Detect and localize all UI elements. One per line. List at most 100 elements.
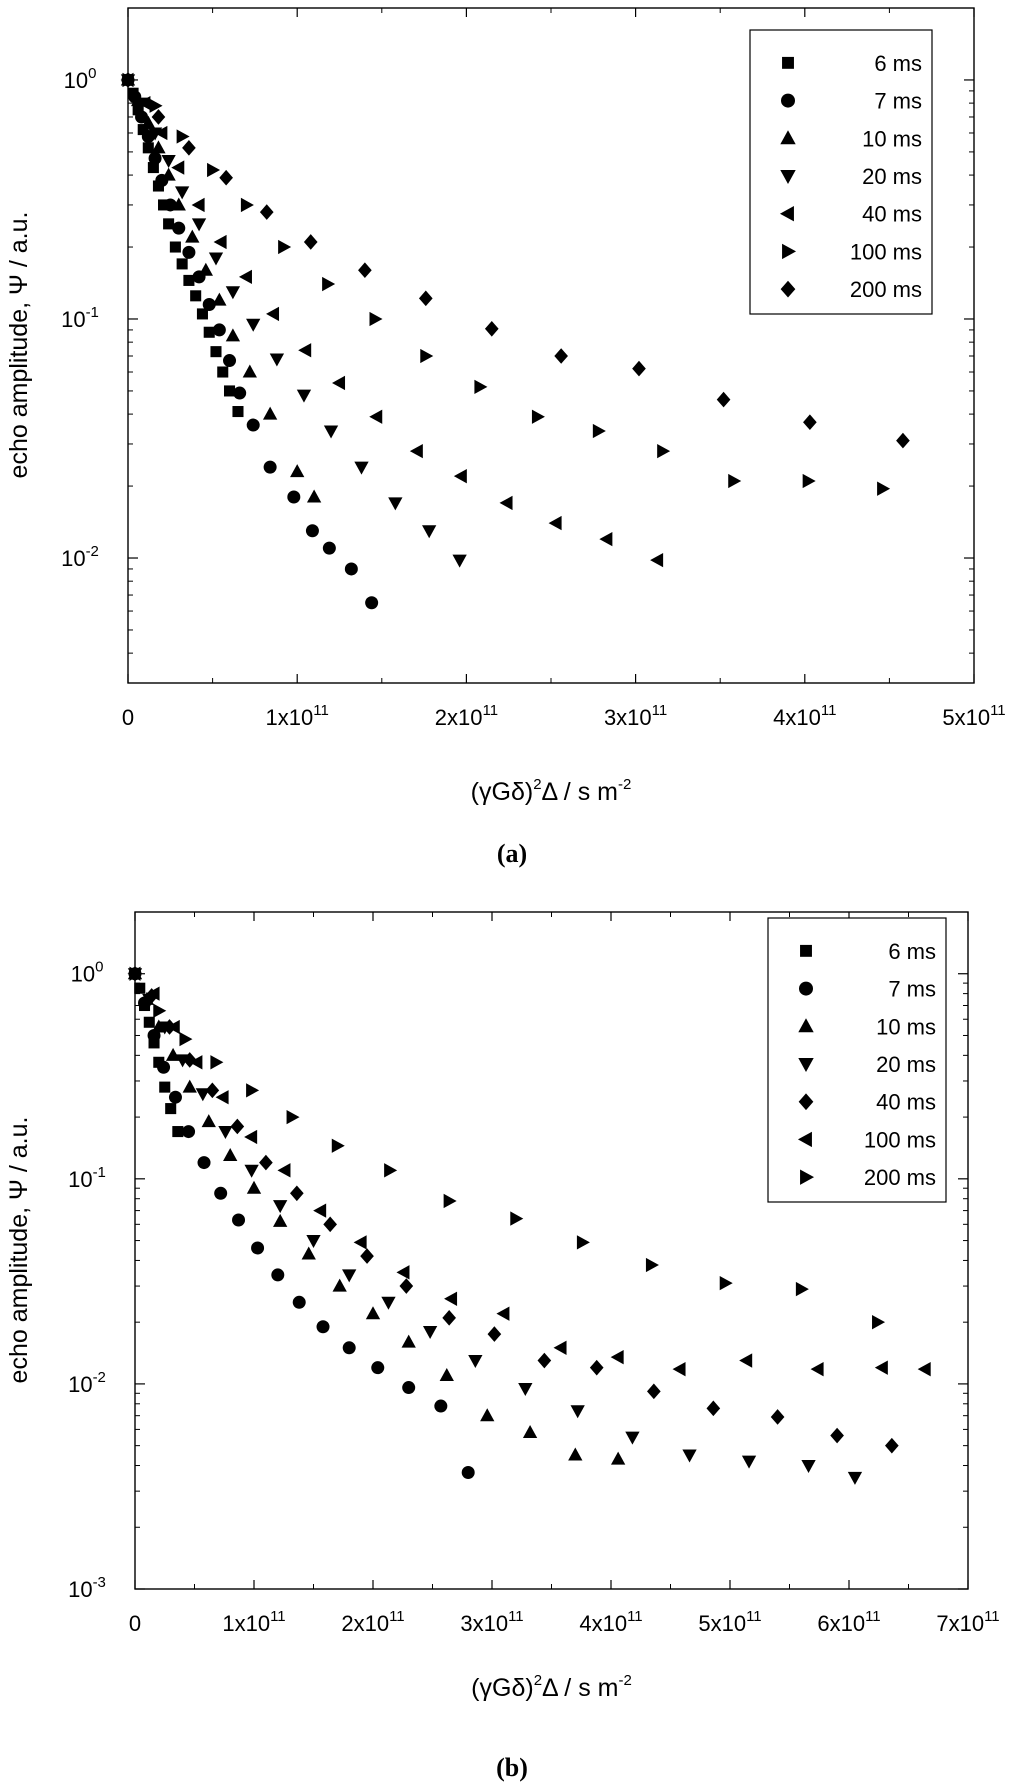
legend-label: 6 ms (888, 939, 936, 964)
data-point (650, 552, 664, 568)
data-point (225, 286, 241, 300)
data-point (161, 167, 176, 181)
data-point (518, 1382, 533, 1396)
data-point (263, 460, 277, 474)
data-point (154, 125, 168, 141)
data-point (496, 1306, 510, 1321)
data-point (388, 497, 403, 511)
data-point (625, 1431, 640, 1445)
data-point (223, 385, 236, 397)
data-point (365, 1306, 381, 1320)
legend-label: 200 ms (864, 1165, 936, 1190)
data-point (165, 1047, 181, 1061)
data-point (137, 95, 151, 111)
data-point (537, 1352, 552, 1369)
data-point (322, 276, 336, 292)
legend-marker (800, 1169, 815, 1185)
data-point (171, 197, 186, 211)
data-point (770, 1409, 785, 1425)
data-point (240, 197, 254, 213)
data-point (179, 1031, 193, 1047)
legend-marker (782, 243, 797, 260)
data-point (874, 1360, 888, 1375)
data-point (134, 982, 146, 994)
data-point (174, 186, 190, 200)
legend-marker (780, 280, 796, 298)
data-point (313, 1203, 327, 1218)
data-point (434, 1399, 448, 1413)
data-point (233, 386, 247, 400)
data-point (354, 461, 369, 475)
data-point (176, 129, 190, 144)
data-point (645, 1257, 659, 1273)
data-point (246, 318, 261, 332)
data-point (568, 1447, 583, 1461)
data-point (592, 423, 606, 439)
data-point (244, 1129, 258, 1145)
data-point (739, 1353, 753, 1368)
data-point (207, 162, 221, 178)
legend-marker (798, 1093, 814, 1111)
panel-label: (a) (497, 839, 527, 868)
data-point (576, 1235, 590, 1250)
data-point (801, 1460, 816, 1473)
legend-label: 7 ms (874, 89, 922, 114)
legend-label: 100 ms (850, 239, 922, 264)
data-point (219, 169, 233, 186)
data-point (218, 1126, 233, 1140)
data-point (570, 1405, 585, 1419)
y-tick-label: 10-1 (61, 304, 99, 332)
series-200-ms (129, 966, 886, 1330)
data-point (803, 414, 817, 430)
data-point (632, 360, 646, 377)
data-point (262, 406, 278, 420)
data-point (242, 364, 257, 378)
data-point (266, 306, 280, 322)
y-axis-label: echo amplitude, Ψ / a.u. (5, 212, 33, 479)
data-point (369, 311, 383, 327)
data-point (210, 1055, 224, 1070)
legend-box (749, 29, 933, 315)
data-point (157, 1060, 171, 1074)
data-point (296, 389, 312, 403)
data-point (287, 490, 301, 504)
data-point (292, 1295, 306, 1309)
y-axis-label: echo amplitude, Ψ / a.u. (5, 1117, 33, 1384)
data-point (830, 1427, 844, 1444)
data-point (152, 180, 164, 192)
data-point (306, 489, 322, 503)
data-point (402, 1381, 416, 1395)
data-point (409, 443, 423, 459)
data-point (121, 72, 135, 88)
data-point (510, 1211, 524, 1226)
data-point (795, 1281, 809, 1297)
x-tick-label: 4x1011 (579, 1608, 642, 1636)
data-point (172, 1126, 184, 1138)
data-point (195, 1088, 210, 1102)
data-point (172, 221, 186, 235)
y-tick-label: 100 (71, 959, 104, 987)
data-point (332, 1278, 347, 1292)
data-point (171, 160, 185, 175)
data-point (371, 1361, 385, 1375)
legend-label: 10 ms (862, 126, 922, 151)
data-point (323, 425, 339, 439)
data-point (273, 1213, 288, 1227)
data-point (182, 1125, 196, 1139)
x-tick-label: 7x1011 (936, 1608, 999, 1636)
data-point (210, 346, 222, 358)
data-point (215, 1090, 229, 1105)
data-point (422, 525, 437, 539)
series-200-ms (121, 72, 910, 449)
data-point (246, 1083, 260, 1098)
data-point (148, 151, 162, 165)
legend-marker (781, 93, 795, 108)
data-point (360, 1248, 374, 1264)
data-point (444, 1291, 458, 1306)
data-point (148, 1037, 160, 1049)
data-point (610, 1451, 626, 1465)
legend-marker (780, 130, 796, 145)
x-tick-label: 1x1011 (222, 1608, 285, 1636)
legend-label: 40 ms (862, 202, 922, 227)
